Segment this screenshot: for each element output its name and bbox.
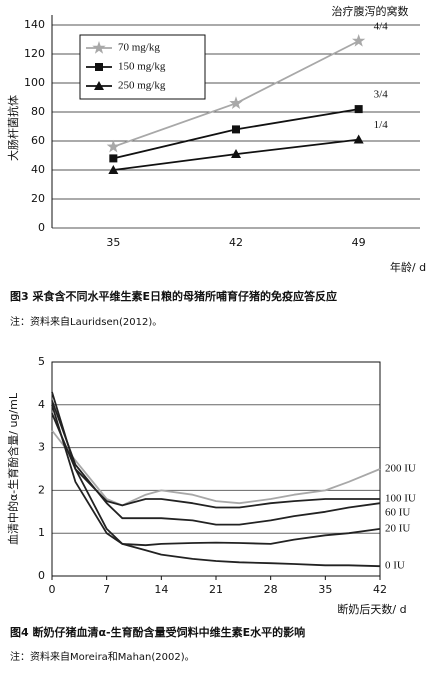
caption: 图3 采食含不同水平维生素E日粮的母猪所哺育仔猪的免疫应答反应: [10, 289, 337, 303]
marker: [95, 63, 103, 71]
y-tick-label: 60: [31, 134, 45, 147]
series-line: [51, 413, 380, 509]
y-tick-label: 100: [24, 76, 45, 89]
y-tick-label: 20: [31, 192, 45, 205]
x-tick-label: 42: [373, 583, 387, 596]
x-tick-label: 7: [103, 583, 110, 596]
marker: [109, 154, 118, 163]
marker: [106, 139, 120, 153]
x-tick-label: 42: [229, 236, 243, 249]
legend-label: 70 mg/kg: [118, 42, 160, 54]
y-tick-label: 1: [38, 526, 45, 539]
caption: 图4 断奶仔猪血清α-生育酚含量受饲料中维生素E水平的影响: [10, 625, 305, 639]
series-label: 200 IU: [385, 463, 416, 475]
end-label: 1/4: [374, 119, 389, 131]
marker: [94, 81, 104, 90]
series-label: 20 IU: [385, 522, 410, 534]
legend-label: 250 mg/kg: [118, 80, 166, 92]
y-tick-label: 0: [38, 569, 45, 582]
plot-frame: [51, 361, 381, 577]
y-tick-label: 4: [38, 398, 45, 411]
marker: [352, 34, 366, 47]
y-tick-label: 5: [38, 355, 45, 368]
x-tick-label: 49: [352, 236, 366, 249]
y-axis-label: 大肠杆菌抗体: [6, 95, 20, 161]
series-line: [51, 429, 381, 507]
note: 注：资料来自Moreira和Mahan(2002)。: [10, 650, 195, 663]
y-tick-label: 2: [38, 483, 45, 496]
x-axis-label: 年龄/ d: [390, 260, 426, 274]
series-label: 0 IU: [385, 560, 405, 572]
x-tick-label: 21: [209, 583, 223, 596]
x-tick-label: 28: [264, 583, 278, 596]
series-line: [51, 391, 381, 547]
x-axis-label: 断奶后天数/ d: [337, 602, 406, 616]
y-axis-label: 血清中的α-生育酚含量/ ug/mL: [6, 392, 20, 545]
marker: [92, 41, 106, 54]
x-tick-label: 35: [318, 583, 332, 596]
x-tick-label: 14: [154, 583, 168, 596]
marker: [232, 125, 240, 134]
end-label: 3/4: [374, 89, 389, 101]
series-line: [51, 400, 381, 526]
end-label: 4/4: [374, 20, 389, 32]
y-tick-label: 120: [24, 47, 45, 60]
x-tick-label: 0: [49, 583, 56, 596]
legend-label: 150 mg/kg: [118, 61, 166, 73]
marker: [231, 149, 241, 159]
y-tick-label: 40: [31, 163, 45, 176]
series-label: 60 IU: [385, 506, 410, 518]
y-tick-label: 140: [24, 18, 45, 31]
marker: [108, 165, 119, 174]
y-tick-label: 80: [31, 105, 45, 118]
x-tick-label: 35: [106, 236, 120, 249]
marker: [354, 105, 363, 114]
series-line: [51, 404, 381, 568]
note: 注：资料来自Lauridsen(2012)。: [10, 315, 162, 328]
y-tick-label: 0: [38, 221, 45, 234]
marker: [229, 96, 243, 109]
annotation: 治疗腹泻的窝数: [332, 4, 409, 18]
marker: [353, 134, 364, 144]
y-tick-label: 3: [38, 441, 45, 454]
series-label: 100 IU: [385, 492, 416, 504]
